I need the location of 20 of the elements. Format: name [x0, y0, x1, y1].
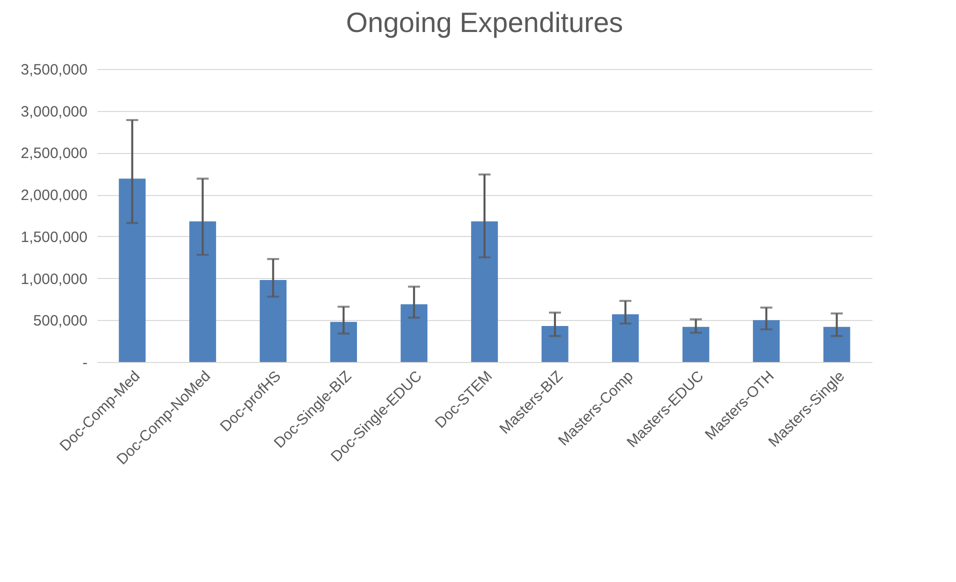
- bar: [542, 326, 568, 362]
- bar: [823, 326, 850, 362]
- y-tick-label: 3,500,000: [20, 62, 88, 78]
- y-tick-label: -: [82, 354, 88, 372]
- bar: [752, 320, 780, 362]
- bar: [612, 314, 639, 362]
- y-tick-label: 3,000,000: [20, 103, 88, 120]
- bar: [189, 221, 216, 362]
- chart-title: Ongoing Expenditures: [346, 7, 624, 38]
- bar: [400, 304, 428, 362]
- y-tick-label: 1,500,000: [20, 228, 88, 246]
- bar: [118, 178, 146, 362]
- y-tick-label: 2,500,000: [20, 145, 88, 162]
- bar: [471, 221, 498, 362]
- bar: [682, 326, 710, 362]
- y-tick-label: 2,000,000: [20, 187, 88, 204]
- bar: [330, 322, 357, 362]
- bar: [260, 280, 287, 362]
- y-tick-label: 1,000,000: [20, 270, 88, 288]
- y-tick-label: 500,000: [33, 312, 88, 330]
